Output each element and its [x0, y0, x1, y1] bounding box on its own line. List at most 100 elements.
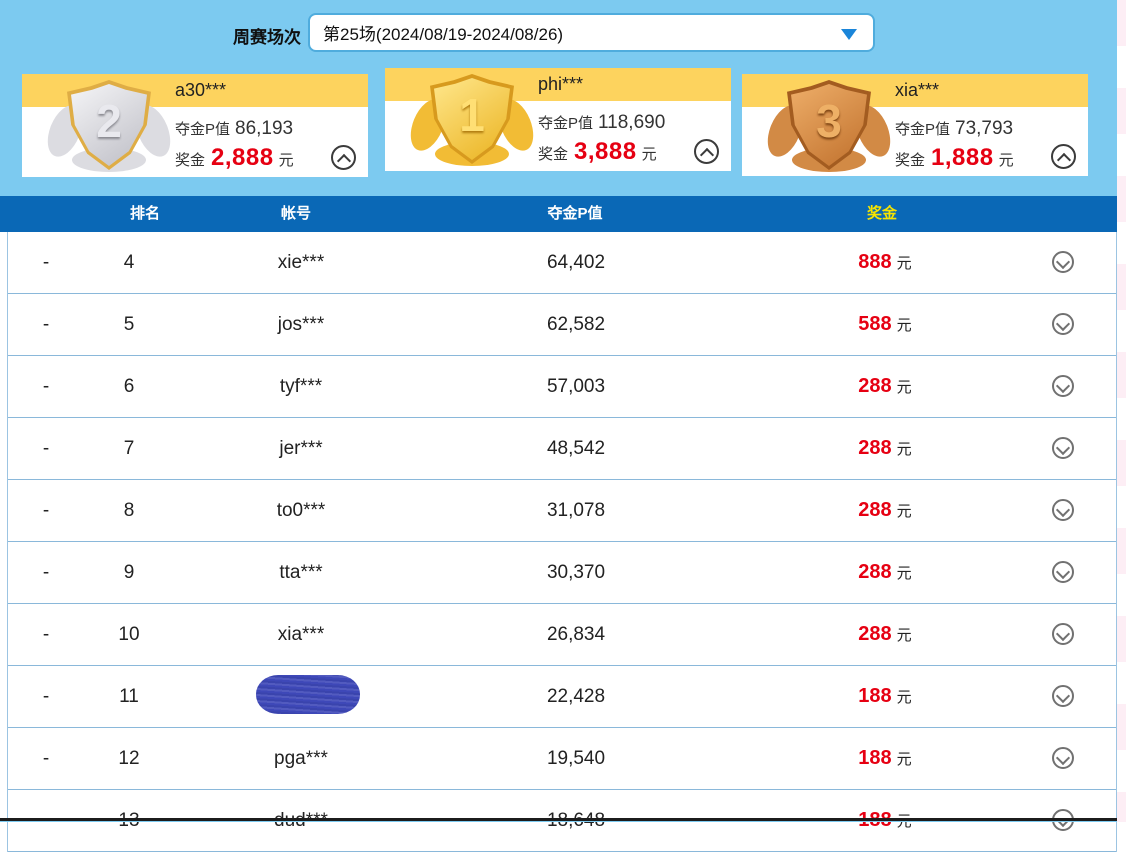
currency-label: 元	[896, 255, 912, 272]
table-row: - 12 pga*** 19,540 188 元	[8, 728, 1116, 790]
expand-row-button[interactable]	[1052, 499, 1074, 521]
pvalue-cell: 57,003	[546, 376, 606, 397]
podium-card: 3 xia*** 夺金P值 73,793 奖金 1,888 元	[742, 74, 1088, 176]
pvalue-cell: 62,582	[546, 314, 606, 335]
podium-card: 1 phi*** 夺金P值 118,690 奖金 3,888 元	[385, 68, 731, 171]
pvalue-value: 118,690	[598, 112, 666, 133]
column-header-rank: 排名	[129, 205, 160, 222]
pvalue-cell: 31,078	[546, 500, 606, 521]
currency-label: 元	[998, 152, 1014, 169]
chevron-down-icon	[1055, 688, 1071, 704]
prize-label: 奖金	[175, 152, 206, 169]
expand-row-button[interactable]	[1052, 313, 1074, 335]
account-cell: jer***	[279, 438, 323, 459]
rank-change-indicator: -	[42, 314, 50, 335]
expand-row-button[interactable]	[1052, 375, 1074, 397]
expand-row-button[interactable]	[1052, 561, 1074, 583]
rank-cell: 10	[118, 624, 140, 645]
rank-cell: 4	[123, 252, 135, 273]
expand-row-button[interactable]	[1052, 747, 1074, 769]
prize-cell: 288 元	[815, 542, 955, 603]
expand-row-button[interactable]	[1052, 685, 1074, 707]
expand-row-button[interactable]	[1052, 251, 1074, 273]
collapse-card-button[interactable]	[694, 139, 719, 164]
medal-rank-number: 1	[459, 89, 485, 141]
dropdown-caret-icon	[841, 29, 857, 40]
expand-row-button[interactable]	[1052, 623, 1074, 645]
currency-label: 元	[896, 379, 912, 396]
prize-amount: 288	[858, 437, 892, 459]
prize-amount: 588	[858, 313, 892, 335]
card-prize-line: 奖金 1,888 元	[895, 144, 1014, 172]
chevron-down-icon	[1055, 254, 1071, 270]
pvalue-cell: 22,428	[546, 686, 606, 707]
card-prize-line: 奖金 3,888 元	[538, 138, 657, 166]
chevron-up-icon	[699, 147, 714, 163]
prize-amount: 188	[858, 747, 892, 769]
rank-cell: 5	[123, 314, 135, 335]
prize-label: 奖金	[895, 152, 926, 169]
table-row: - 6 tyf*** 57,003 288 元	[8, 356, 1116, 418]
rank-change-indicator: -	[42, 624, 50, 645]
chevron-up-icon	[336, 153, 351, 169]
chevron-up-icon	[1056, 152, 1071, 168]
card-pvalue-line: 夺金P值 118,690	[538, 112, 665, 134]
card-prize-line: 奖金 2,888 元	[175, 144, 294, 172]
rank-change-indicator: -	[42, 748, 50, 769]
rank-change-indicator: -	[42, 376, 50, 397]
currency-label: 元	[896, 565, 912, 582]
rank-change-indicator: -	[42, 500, 50, 521]
podium-card: 2 a30*** 夺金P值 86,193 奖金 2,888 元	[22, 74, 368, 177]
table-row: - 9 tta*** 30,370 288 元	[8, 542, 1116, 604]
pvalue-label: 夺金P值	[538, 115, 594, 132]
prize-amount: 288	[858, 623, 892, 645]
chevron-down-icon	[1055, 564, 1071, 580]
rank-change-indicator: -	[42, 562, 50, 583]
redaction-scribble	[256, 675, 360, 714]
medal-rank-number: 2	[96, 95, 122, 147]
rank-cell: 9	[123, 562, 135, 583]
table-row: - 10 xia*** 26,834 288 元	[8, 604, 1116, 666]
currency-label: 元	[896, 441, 912, 458]
rank-cell: 6	[123, 376, 135, 397]
pvalue-cell: 64,402	[546, 252, 606, 273]
column-header-account: 帐号	[280, 205, 311, 222]
prize-value: 2,888	[211, 144, 274, 171]
prize-cell: 588 元	[815, 294, 955, 355]
pvalue-cell: 48,542	[546, 438, 606, 459]
account-cell: pga***	[274, 748, 328, 769]
table-row: - 5 jos*** 62,582 588 元	[8, 294, 1116, 356]
prize-value: 1,888	[931, 144, 994, 171]
account-cell: to0***	[276, 500, 326, 521]
pvalue-value: 73,793	[955, 118, 1014, 139]
chevron-down-icon	[1055, 626, 1071, 642]
currency-label: 元	[896, 751, 912, 768]
account-cell: jos***	[277, 314, 325, 335]
currency-label: 元	[896, 503, 912, 520]
chevron-down-icon	[1055, 750, 1071, 766]
page-edge-strip	[1117, 0, 1126, 822]
account-cell: xia***	[277, 624, 325, 645]
pvalue-cell: 26,834	[546, 624, 606, 645]
card-username: xia***	[895, 80, 940, 100]
rank-cell: 7	[123, 438, 135, 459]
prize-cell: 288 元	[815, 356, 955, 417]
card-pvalue-line: 夺金P值 73,793	[895, 118, 1013, 140]
rank-cell: 8	[123, 500, 135, 521]
collapse-card-button[interactable]	[1051, 144, 1076, 169]
expand-row-button[interactable]	[1052, 437, 1074, 459]
card-username: phi***	[538, 74, 584, 94]
pvalue-label: 夺金P值	[895, 121, 951, 138]
prize-amount: 288	[858, 561, 892, 583]
rank-cell: 12	[118, 748, 140, 769]
chevron-down-icon	[1055, 378, 1071, 394]
currency-label: 元	[641, 146, 657, 163]
column-header-pvalue: 夺金P值	[547, 205, 603, 222]
collapse-card-button[interactable]	[331, 145, 356, 170]
pvalue-cell: 19,540	[546, 748, 606, 769]
prize-amount: 188	[858, 685, 892, 707]
chevron-down-icon	[1055, 440, 1071, 456]
prize-amount: 288	[858, 499, 892, 521]
medal-icon: 2	[40, 80, 178, 172]
week-session-select[interactable]: 第25场(2024/08/19-2024/08/26)	[308, 13, 875, 52]
